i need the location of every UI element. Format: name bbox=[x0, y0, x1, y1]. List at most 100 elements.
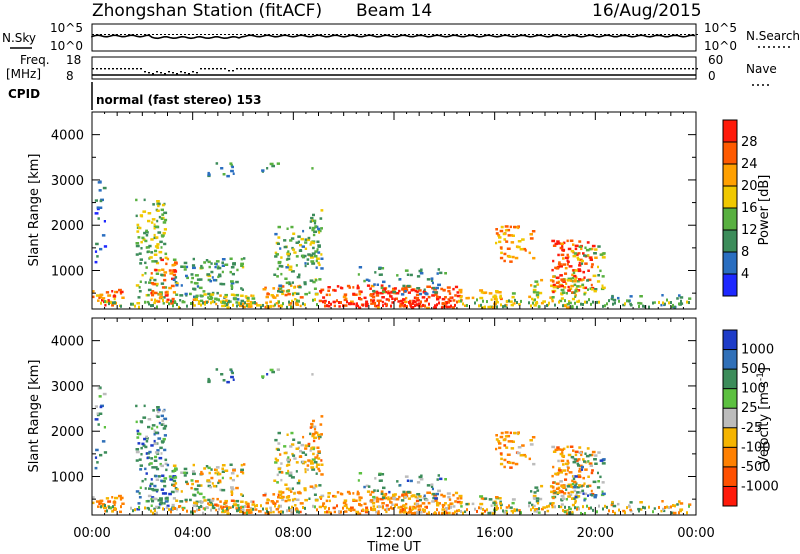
velocity-cell bbox=[579, 491, 582, 494]
power-cell bbox=[205, 259, 209, 262]
power-cell bbox=[574, 247, 578, 251]
velocity-cell bbox=[593, 458, 597, 461]
velocity-cell bbox=[314, 456, 318, 459]
power-cell bbox=[301, 254, 305, 257]
y-tick-label: 3000 bbox=[51, 174, 84, 189]
velocity-cell bbox=[203, 499, 207, 502]
velocity-cell bbox=[574, 501, 577, 504]
velocity-cell bbox=[399, 484, 402, 487]
velocity-cell bbox=[360, 496, 363, 500]
power-cell bbox=[159, 291, 163, 294]
colorbar-segment bbox=[723, 252, 737, 275]
nave-dot bbox=[580, 68, 582, 70]
velocity-cell bbox=[161, 492, 166, 495]
power-cell bbox=[423, 288, 426, 291]
power-cell bbox=[98, 206, 103, 209]
velocity-cell bbox=[491, 512, 496, 515]
power-cell bbox=[561, 245, 564, 248]
velocity-cell bbox=[266, 373, 269, 376]
power-cell bbox=[135, 284, 140, 287]
power-cell bbox=[405, 296, 408, 300]
power-cell bbox=[587, 269, 590, 272]
power-cell bbox=[381, 290, 386, 293]
velocity-cell bbox=[578, 470, 582, 473]
velocity-cell bbox=[569, 445, 574, 448]
nsearch-dot bbox=[384, 34, 386, 35]
velocity-cell bbox=[207, 466, 211, 470]
y-tick-label: 2000 bbox=[51, 425, 84, 440]
velocity-cell bbox=[221, 470, 225, 473]
power-cell bbox=[653, 301, 656, 304]
power-cell bbox=[160, 282, 165, 285]
velocity-cell bbox=[160, 464, 164, 468]
velocity-cell bbox=[567, 453, 572, 457]
velocity-cell bbox=[562, 469, 567, 472]
power-cell bbox=[318, 263, 321, 267]
power-cell bbox=[153, 278, 157, 282]
power-cell bbox=[424, 304, 426, 308]
velocity-cell bbox=[144, 487, 147, 490]
power-cell bbox=[277, 290, 280, 293]
velocity-cell bbox=[291, 505, 294, 509]
power-cell bbox=[363, 279, 366, 283]
velocity-cell bbox=[500, 506, 502, 510]
power-cell bbox=[156, 305, 158, 309]
power-cell bbox=[575, 287, 578, 291]
power-cell bbox=[670, 301, 672, 305]
power-cell bbox=[96, 206, 100, 209]
power-cell bbox=[566, 239, 569, 243]
velocity-cell bbox=[423, 494, 426, 497]
power-cell bbox=[151, 218, 156, 221]
power-cell bbox=[571, 297, 575, 301]
power-cell bbox=[584, 255, 588, 258]
power-cell bbox=[271, 164, 275, 168]
power-cell bbox=[327, 286, 331, 289]
power-cell bbox=[185, 274, 188, 278]
nsearch-dot bbox=[136, 34, 138, 35]
power-cell bbox=[642, 304, 644, 308]
velocity-cell bbox=[326, 510, 328, 514]
power-cell bbox=[628, 299, 630, 303]
velocity-cell bbox=[309, 460, 314, 463]
power-cell bbox=[551, 299, 554, 303]
power-cell bbox=[172, 291, 176, 294]
power-cell bbox=[652, 301, 654, 305]
nave-dot bbox=[116, 68, 118, 70]
velocity-cell bbox=[420, 474, 423, 477]
velocity-cell bbox=[661, 500, 664, 503]
velocity-cell bbox=[145, 500, 149, 503]
power-cell bbox=[215, 302, 218, 306]
velocity-cell bbox=[174, 487, 178, 490]
power-cell bbox=[522, 247, 527, 251]
power-cell bbox=[571, 273, 574, 277]
power-cell bbox=[358, 306, 362, 309]
power-cell bbox=[414, 289, 418, 293]
power-cell bbox=[448, 299, 452, 302]
power-cell bbox=[246, 304, 248, 308]
power-cell bbox=[217, 266, 222, 270]
power-cell bbox=[576, 285, 580, 288]
velocity-cell bbox=[217, 472, 222, 476]
power-cell bbox=[311, 226, 316, 230]
power-cell bbox=[118, 288, 122, 292]
power-cell bbox=[594, 248, 598, 251]
power-cell bbox=[197, 302, 201, 305]
velocity-cell bbox=[103, 426, 106, 429]
velocity-cell bbox=[533, 510, 537, 513]
velocity-cell bbox=[316, 463, 320, 466]
velocity-cell bbox=[343, 504, 347, 508]
power-cell bbox=[578, 264, 582, 267]
velocity-cell bbox=[629, 508, 632, 512]
nsearch-dot bbox=[124, 34, 126, 35]
nave-dot bbox=[384, 68, 386, 70]
velocity-cell bbox=[565, 488, 568, 491]
nave-dot bbox=[180, 71, 182, 73]
power-cell bbox=[348, 286, 351, 289]
velocity-cell bbox=[281, 498, 285, 502]
power-cell bbox=[528, 251, 531, 255]
power-cell bbox=[572, 254, 577, 258]
power-cell bbox=[298, 273, 301, 276]
power-cell bbox=[520, 299, 522, 303]
velocity-cell bbox=[254, 504, 256, 508]
velocity-cell bbox=[511, 501, 515, 505]
